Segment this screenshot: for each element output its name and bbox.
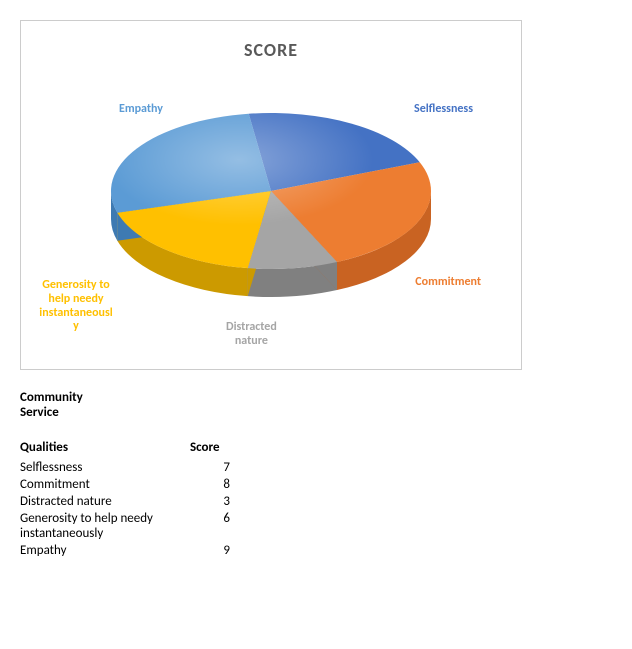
- header-qualities: Qualities: [20, 440, 170, 459]
- section-title: Community Service: [20, 390, 622, 420]
- slice-label-selflessness: Selflessness: [414, 103, 473, 117]
- cell-score: 9: [170, 542, 230, 559]
- cell-score: 6: [170, 510, 230, 542]
- table-row: Distracted nature3: [20, 493, 230, 510]
- cell-quality: Selflessness: [20, 459, 170, 476]
- slice-label-distracted-l1: Distracted: [226, 320, 277, 334]
- data-table: Qualities Score Selflessness7Commitment8…: [20, 440, 230, 559]
- table-row: Selflessness7: [20, 459, 230, 476]
- cell-quality: Commitment: [20, 476, 170, 493]
- section-title-l2: Service: [20, 405, 59, 420]
- table-row: Generosity to help needy instantaneously…: [20, 510, 230, 542]
- cell-score: 3: [170, 493, 230, 510]
- slice-label-commitment: Commitment: [415, 276, 481, 290]
- cell-quality: Generosity to help needy instantaneously: [20, 510, 170, 542]
- slice-label-generosity-l1: Generosity to: [42, 278, 110, 292]
- slice-label-distracted-l2: nature: [235, 334, 268, 348]
- slice-label-generosity-l3: instantaneousl: [39, 306, 112, 320]
- slice-label-generosity: Generosity to help needy instantaneousl …: [31, 279, 121, 334]
- chart-frame: SCORE Selflessness Commitment Distracted…: [20, 20, 522, 370]
- slice-label-generosity-l4: y: [73, 319, 79, 333]
- table-row: Empathy9: [20, 542, 230, 559]
- section-title-l1: Community: [20, 390, 83, 405]
- slice-label-generosity-l2: help needy: [48, 292, 103, 306]
- table-header-row: Qualities Score: [20, 440, 230, 459]
- header-score: Score: [170, 440, 230, 459]
- cell-quality: Distracted nature: [20, 493, 170, 510]
- pie-chart: [101, 101, 441, 301]
- pie-gloss: [111, 113, 431, 269]
- table-row: Commitment8: [20, 476, 230, 493]
- slice-label-empathy: Empathy: [119, 103, 163, 117]
- cell-quality: Empathy: [20, 542, 170, 559]
- cell-score: 8: [170, 476, 230, 493]
- chart-title: SCORE: [21, 39, 521, 61]
- slice-label-distracted: Distracted nature: [226, 321, 277, 349]
- cell-score: 7: [170, 459, 230, 476]
